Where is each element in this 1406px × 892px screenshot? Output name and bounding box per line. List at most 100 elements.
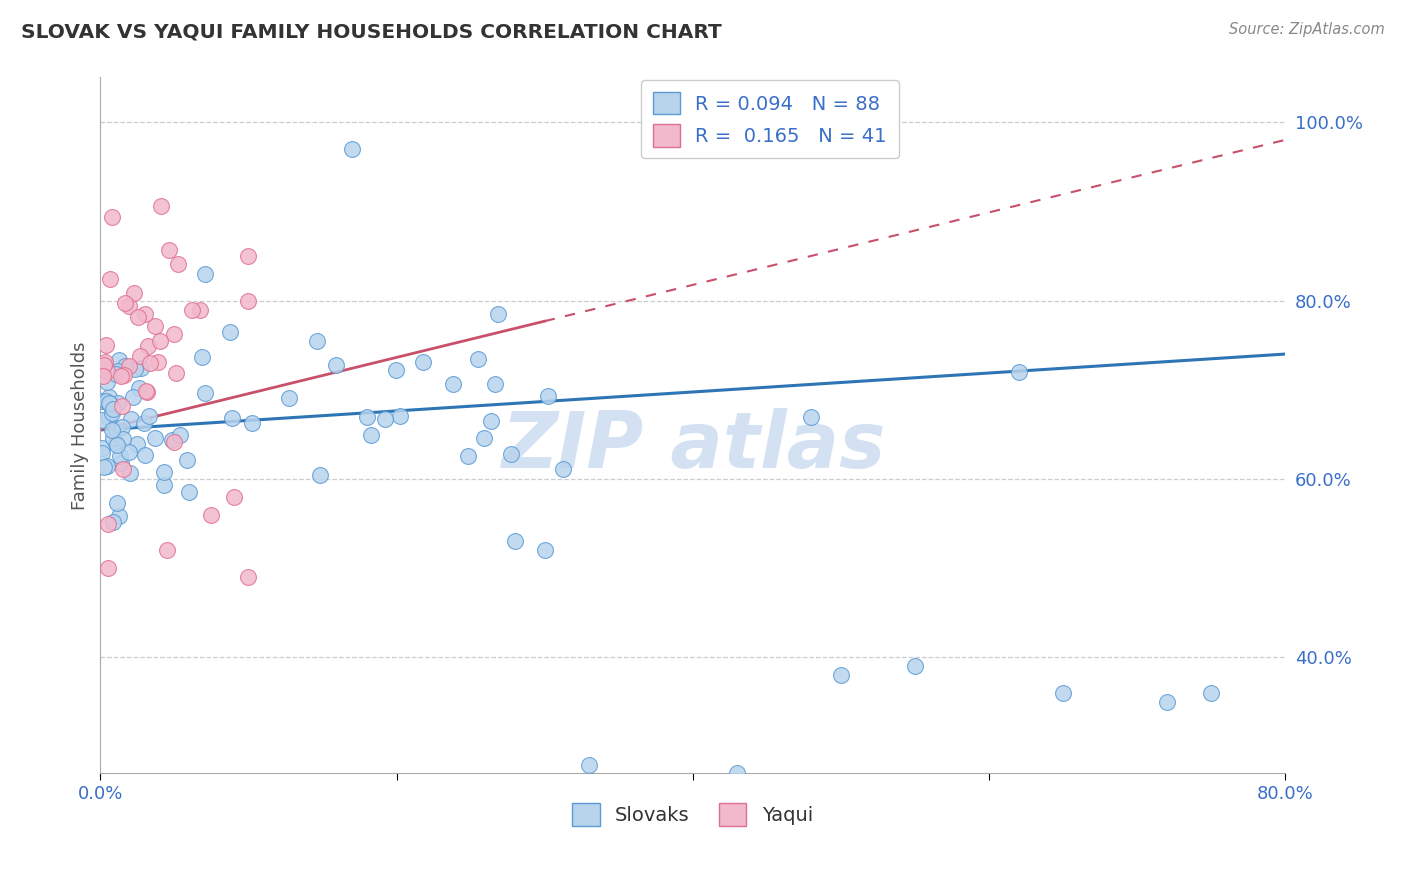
Point	[100, 397, 122, 411]
Point	[101, 210, 124, 224]
Point	[472, 431, 495, 445]
Point	[169, 427, 191, 442]
Point	[499, 446, 522, 460]
Point	[180, 303, 202, 318]
Point	[238, 249, 260, 263]
Point	[153, 478, 176, 492]
Point	[457, 449, 479, 463]
Point	[176, 452, 198, 467]
Point	[138, 409, 160, 424]
Point	[340, 142, 363, 156]
Point	[114, 296, 136, 310]
Point	[143, 431, 166, 445]
Point	[122, 286, 145, 301]
Point	[101, 423, 124, 437]
Point	[277, 391, 299, 405]
Point	[360, 428, 382, 442]
Point	[112, 462, 135, 476]
Point	[134, 307, 156, 321]
Point	[537, 389, 560, 403]
Point	[101, 402, 124, 417]
Point	[163, 326, 186, 341]
Y-axis label: Family Households: Family Households	[72, 341, 89, 509]
Point	[91, 413, 114, 427]
Point	[97, 516, 120, 531]
Point	[467, 351, 489, 366]
Point	[124, 362, 146, 376]
Point	[309, 467, 332, 482]
Point	[1007, 365, 1029, 379]
Point	[114, 359, 136, 373]
Point	[177, 485, 200, 500]
Point	[904, 659, 927, 673]
Point	[160, 433, 183, 447]
Point	[118, 444, 141, 458]
Point	[486, 307, 509, 321]
Point	[110, 420, 132, 434]
Point	[238, 293, 260, 308]
Point	[93, 359, 115, 373]
Point	[136, 339, 159, 353]
Point	[165, 366, 187, 380]
Point	[150, 199, 173, 213]
Point	[96, 458, 118, 473]
Point	[1156, 695, 1178, 709]
Point	[94, 355, 117, 369]
Point	[149, 334, 172, 348]
Point	[118, 359, 141, 374]
Point	[122, 390, 145, 404]
Point	[238, 570, 260, 584]
Legend: Slovaks, Yaqui: Slovaks, Yaqui	[565, 796, 821, 833]
Point	[91, 442, 114, 456]
Point	[108, 352, 131, 367]
Point	[163, 434, 186, 449]
Point	[118, 466, 141, 480]
Point	[110, 368, 132, 383]
Point	[107, 396, 129, 410]
Point	[97, 561, 120, 575]
Point	[240, 417, 263, 431]
Point	[1052, 686, 1074, 700]
Point	[107, 364, 129, 378]
Point	[96, 337, 118, 351]
Point	[157, 244, 180, 258]
Point	[325, 358, 347, 372]
Point	[385, 363, 408, 377]
Point	[93, 459, 115, 474]
Point	[96, 364, 118, 378]
Point	[98, 390, 121, 404]
Point	[96, 375, 118, 389]
Text: Source: ZipAtlas.com: Source: ZipAtlas.com	[1229, 22, 1385, 37]
Point	[800, 409, 823, 424]
Point	[105, 438, 128, 452]
Point	[305, 334, 328, 348]
Point	[388, 409, 411, 424]
Point	[129, 349, 152, 363]
Point	[222, 490, 245, 504]
Point	[91, 394, 114, 409]
Point	[97, 410, 120, 425]
Point	[108, 449, 131, 463]
Point	[156, 543, 179, 558]
Point	[129, 360, 152, 375]
Point	[191, 351, 214, 365]
Point	[218, 326, 240, 340]
Point	[110, 456, 132, 470]
Point	[101, 515, 124, 529]
Point	[108, 509, 131, 524]
Point	[111, 432, 134, 446]
Point	[135, 384, 157, 399]
Point	[143, 319, 166, 334]
Point	[443, 377, 465, 392]
Point	[479, 413, 502, 427]
Text: ZIP atlas: ZIP atlas	[501, 409, 884, 484]
Point	[132, 416, 155, 430]
Point	[725, 766, 748, 780]
Point	[101, 406, 124, 420]
Point	[127, 310, 149, 324]
Point	[136, 384, 159, 399]
Point	[111, 399, 134, 413]
Text: SLOVAK VS YAQUI FAMILY HOUSEHOLDS CORRELATION CHART: SLOVAK VS YAQUI FAMILY HOUSEHOLDS CORREL…	[21, 22, 721, 41]
Point	[356, 410, 378, 425]
Point	[105, 496, 128, 510]
